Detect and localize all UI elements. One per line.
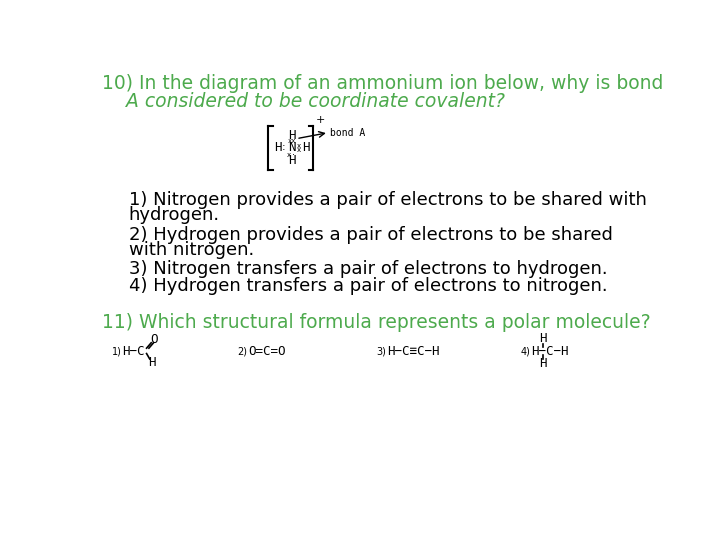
Text: x: x [297, 147, 301, 153]
Text: x: x [287, 152, 290, 158]
Text: H: H [274, 141, 282, 154]
Text: 2) Hydrogen provides a pair of electrons to be shared: 2) Hydrogen provides a pair of electrons… [129, 226, 613, 244]
Text: H−C−H: H−C−H [531, 345, 569, 357]
Text: H−C: H−C [122, 345, 145, 357]
Text: 10) In the diagram of an ammonium ion below, why is bond: 10) In the diagram of an ammonium ion be… [102, 74, 663, 93]
Text: H: H [288, 154, 295, 167]
Text: H−C≡C−H: H−C≡C−H [387, 345, 440, 357]
Text: H: H [539, 333, 547, 346]
Text: 4) Hydrogen transfers a pair of electrons to nitrogen.: 4) Hydrogen transfers a pair of electron… [129, 278, 608, 295]
Text: ·: · [292, 150, 294, 160]
Text: 2): 2) [238, 346, 247, 356]
Text: 4): 4) [520, 346, 530, 356]
Text: O=C=O: O=C=O [248, 345, 286, 357]
Text: xx: xx [287, 138, 296, 144]
Text: with nitrogen.: with nitrogen. [129, 241, 254, 259]
Text: O: O [150, 333, 157, 346]
Text: +: + [315, 115, 325, 125]
Text: H: H [539, 357, 547, 370]
Text: H: H [288, 129, 295, 142]
Text: H: H [148, 356, 156, 369]
Text: 3): 3) [377, 346, 387, 356]
Text: ·: · [282, 141, 286, 151]
Text: 1): 1) [112, 346, 122, 356]
Text: x: x [297, 143, 301, 149]
Text: N: N [288, 141, 295, 154]
Text: ·: · [282, 145, 286, 155]
Text: 1) Nitrogen provides a pair of electrons to be shared with: 1) Nitrogen provides a pair of electrons… [129, 191, 647, 209]
Text: A considered to be coordinate covalent?: A considered to be coordinate covalent? [102, 92, 505, 111]
Text: 11) Which structural formula represents a polar molecule?: 11) Which structural formula represents … [102, 313, 650, 332]
Text: bond A: bond A [330, 127, 366, 138]
Text: 3) Nitrogen transfers a pair of electrons to hydrogen.: 3) Nitrogen transfers a pair of electron… [129, 260, 608, 279]
Text: H: H [302, 141, 309, 154]
Text: hydrogen.: hydrogen. [129, 206, 220, 225]
